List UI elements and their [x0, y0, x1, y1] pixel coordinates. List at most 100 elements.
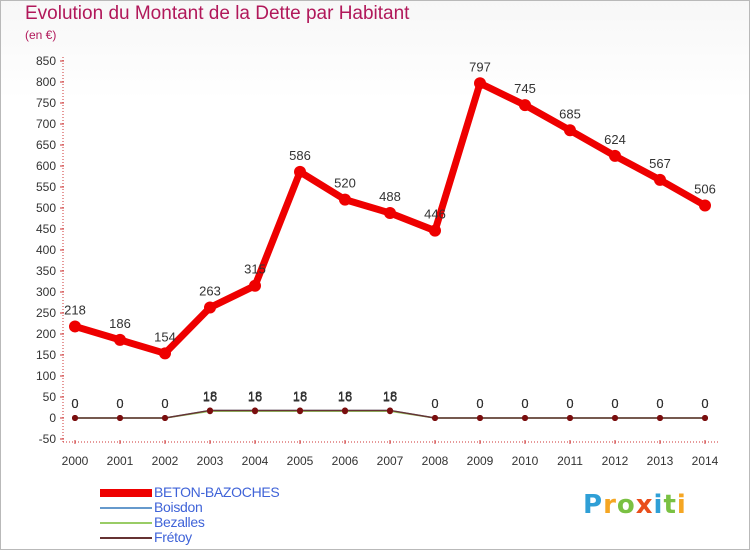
data-label-fr-toy: 0 [116, 396, 123, 411]
data-point-fr-toy [252, 407, 258, 414]
data-label-fr-toy: 18 [383, 388, 397, 403]
data-label-beton-bazoches: 488 [379, 189, 401, 204]
data-label-fr-toy: 0 [566, 396, 573, 411]
proxiti-logo[interactable]: Proxiti [583, 490, 687, 520]
x-tick-label: 2006 [332, 454, 359, 468]
x-tick-label: 2005 [287, 454, 314, 468]
legend-item: Boisdon [100, 499, 360, 515]
data-label-beton-bazoches: 520 [334, 176, 356, 191]
logo-letter: o [616, 490, 636, 520]
logo-letter: P [583, 490, 604, 520]
data-label-bezalles: 0 [431, 396, 438, 411]
data-label-fr-toy: 0 [431, 396, 438, 411]
data-point-beton-bazoches [69, 320, 81, 333]
data-label-fr-toy: 0 [161, 396, 168, 411]
data-label-bezalles: 0 [521, 396, 528, 411]
legend-label: Bezalles [154, 514, 205, 530]
legend-label: Frétoy [154, 529, 192, 545]
data-point-fr-toy [342, 407, 348, 414]
data-point-beton-bazoches [654, 173, 666, 186]
data-point-fr-toy [72, 415, 78, 421]
y-tick-label: 350 [36, 264, 56, 278]
data-label-fr-toy: 18 [338, 388, 352, 403]
data-label-boisdon: 0 [566, 396, 573, 411]
data-label-beton-bazoches: 797 [469, 59, 491, 74]
y-tick-label: 0 [49, 411, 56, 425]
data-point-fr-toy [162, 415, 168, 421]
data-label-boisdon: 18 [203, 388, 217, 403]
data-point-beton-bazoches [294, 165, 306, 178]
y-tick-label: 450 [36, 222, 56, 236]
data-point-fr-toy [567, 415, 573, 421]
x-tick-label: 2001 [107, 454, 134, 468]
data-label-boisdon: 0 [431, 396, 438, 411]
data-label-bezalles: 0 [701, 396, 708, 411]
chart-subtitle: (en €) [25, 28, 57, 42]
data-point-fr-toy [702, 415, 708, 421]
legend-label: BETON-BAZOCHES [154, 484, 280, 500]
data-point-beton-bazoches [339, 193, 351, 206]
data-label-bezalles: 0 [656, 396, 663, 411]
y-tick-label: 200 [36, 327, 56, 341]
data-point-fr-toy [387, 407, 393, 414]
data-label-beton-bazoches: 506 [694, 181, 716, 196]
data-label-beton-bazoches: 624 [604, 132, 626, 147]
data-point-beton-bazoches [699, 199, 711, 212]
data-point-fr-toy [117, 415, 123, 421]
y-tick-label: 150 [36, 348, 56, 362]
data-label-boisdon: 18 [293, 388, 307, 403]
logo-letter: x [635, 490, 654, 520]
data-point-fr-toy [207, 407, 213, 414]
data-label-fr-toy: 0 [71, 396, 78, 411]
data-label-fr-toy: 18 [293, 388, 307, 403]
data-point-beton-bazoches [429, 224, 441, 237]
y-tick-label: 800 [36, 75, 56, 89]
data-label-boisdon: 0 [116, 396, 123, 411]
y-tick-label: 50 [43, 390, 57, 404]
logo-letter: i [676, 490, 687, 520]
data-label-beton-bazoches: 154 [154, 329, 176, 344]
data-label-fr-toy: 0 [611, 396, 618, 411]
data-point-beton-bazoches [384, 207, 396, 220]
data-label-fr-toy: 0 [701, 396, 708, 411]
x-tick-label: 2013 [647, 454, 674, 468]
y-tick-label: 850 [36, 54, 56, 68]
legend: BETON-BAZOCHES Boisdon Bezalles Frétoy [100, 484, 360, 545]
legend-swatch [100, 537, 152, 539]
data-label-bezalles: 16 [338, 389, 352, 404]
data-point-fr-toy [657, 415, 663, 421]
x-tick-label: 2003 [197, 454, 224, 468]
data-label-boisdon: 0 [611, 396, 618, 411]
data-label-fr-toy: 0 [476, 396, 483, 411]
data-label-bezalles: 0 [71, 396, 78, 411]
data-label-beton-bazoches: 315 [244, 262, 266, 277]
x-tick-label: 2014 [692, 454, 719, 468]
data-label-bezalles: 16 [293, 389, 307, 404]
data-label-fr-toy: 0 [521, 396, 528, 411]
data-label-bezalles: 0 [476, 396, 483, 411]
data-label-fr-toy: 0 [656, 396, 663, 411]
data-point-beton-bazoches [519, 99, 531, 112]
data-point-fr-toy [477, 415, 483, 421]
x-tick-label: 2002 [152, 454, 179, 468]
x-tick-label: 2008 [422, 454, 449, 468]
y-tick-label: 400 [36, 243, 56, 257]
legend-item: BETON-BAZOCHES [100, 484, 360, 500]
logo-letter: t [663, 490, 677, 520]
x-tick-label: 2004 [242, 454, 269, 468]
legend-swatch [100, 522, 152, 524]
data-point-beton-bazoches [204, 301, 216, 314]
y-tick-label: 600 [36, 159, 56, 173]
data-label-beton-bazoches: 567 [649, 156, 671, 171]
data-label-boisdon: 18 [248, 388, 262, 403]
x-tick-label: 2012 [602, 454, 629, 468]
data-label-boisdon: 18 [383, 388, 397, 403]
data-label-bezalles: 0 [566, 396, 573, 411]
data-label-bezalles: 16 [203, 389, 217, 404]
data-point-beton-bazoches [609, 149, 621, 162]
legend-swatch [100, 507, 152, 509]
data-label-boisdon: 18 [338, 388, 352, 403]
y-tick-label: 100 [36, 369, 56, 383]
data-label-beton-bazoches: 186 [109, 316, 131, 331]
